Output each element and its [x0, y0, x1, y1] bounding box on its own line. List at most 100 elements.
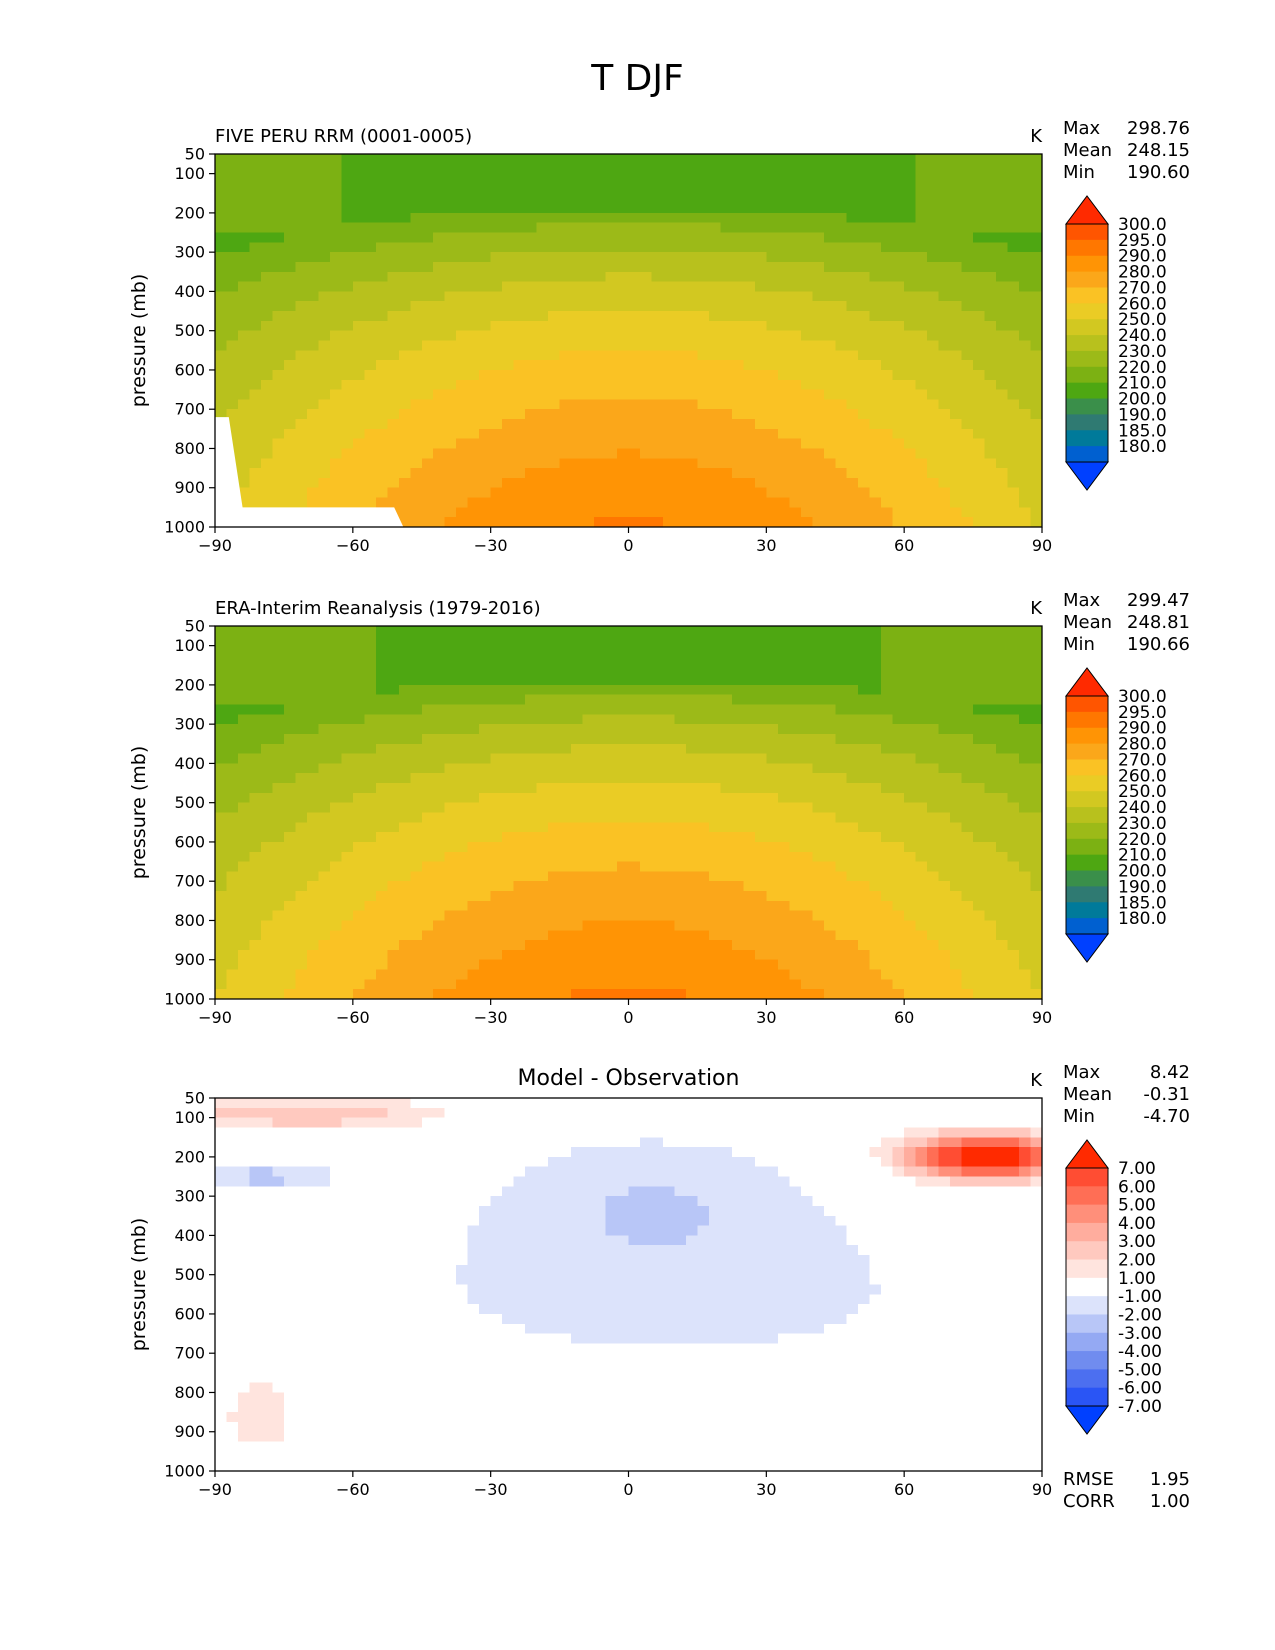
- contour-field: [215, 1098, 1043, 1472]
- y-tick-label: 400: [174, 1226, 205, 1245]
- colorbar-swatch: [1066, 1222, 1108, 1242]
- x-tick-label: −60: [336, 1008, 370, 1027]
- y-tick-label: 900: [174, 950, 205, 969]
- colorbar-swatch: [1066, 886, 1108, 903]
- colorbar-swatch: [1066, 239, 1108, 257]
- y-tick-label: 200: [174, 203, 205, 222]
- colorbar-label: 7.00: [1118, 1159, 1156, 1179]
- panel-title: FIVE PERU RRM (0001-0005): [215, 126, 472, 147]
- stat-label: CORR: [1063, 1491, 1115, 1512]
- colorbar-swatch: [1066, 287, 1108, 304]
- stat-value: 248.81: [1127, 612, 1190, 633]
- colorbar-swatch: [1066, 727, 1108, 745]
- colorbar-label: 6.00: [1118, 1177, 1156, 1197]
- y-tick-label: 500: [174, 321, 205, 340]
- stats-block: Max 299.47 Mean 248.81 Min 190.66: [1063, 590, 1190, 655]
- colorbar-extend-min: [1065, 933, 1109, 963]
- colorbar-swatch: [1066, 1387, 1108, 1407]
- colorbar-frame: [1065, 1167, 1109, 1407]
- x-tick-label: −30: [474, 1008, 508, 1027]
- y-tick-label: 600: [174, 360, 205, 379]
- stat-label: Mean: [1063, 140, 1112, 161]
- colorbar-swatch: [1066, 854, 1108, 872]
- colorbar-label: 200.0: [1118, 390, 1167, 410]
- colorbar-label: 240.0: [1118, 798, 1167, 818]
- colorbar-swatch: [1066, 350, 1108, 368]
- colorbar-swatch: [1066, 902, 1108, 919]
- stat-label: Max: [1063, 1062, 1101, 1083]
- contour-field: [215, 626, 1043, 1000]
- stat-label: Min: [1063, 634, 1095, 655]
- colorbar-swatch: [1066, 838, 1108, 856]
- y-tick-label: 900: [174, 1422, 205, 1441]
- y-tick-label: 700: [174, 1344, 205, 1363]
- stats-block: Max 8.42 Mean -0.31 Min -4.70 RMSE 1.95 CORR 1.00: [1063, 1062, 1190, 1512]
- y-tick-label: 500: [174, 793, 205, 812]
- y-tick-label: 600: [174, 1304, 205, 1323]
- colorbar-extend-min: [1065, 461, 1109, 491]
- colorbar-extend-max: [1065, 195, 1109, 225]
- x-tick-label: 0: [623, 1008, 633, 1027]
- colorbar-swatch: [1066, 1259, 1108, 1279]
- colorbar-swatch: [1066, 696, 1108, 713]
- colorbar-swatch: [1066, 1369, 1108, 1389]
- colorbar-label: 210.0: [1118, 374, 1167, 394]
- colorbar-label: 295.0: [1118, 703, 1167, 723]
- y-axis-label: pressure (mb): [128, 274, 150, 408]
- colorbar-label: 250.0: [1118, 782, 1167, 802]
- colorbar-swatch: [1066, 271, 1108, 288]
- stats-block: Max 298.76 Mean 248.15 Min 190.60: [1063, 118, 1190, 183]
- y-tick-label: 300: [174, 715, 205, 734]
- contour-field: [215, 154, 1043, 528]
- colorbar-label: -4.00: [1118, 1342, 1162, 1362]
- colorbar-swatch: [1066, 870, 1108, 887]
- colorbar-label: 290.0: [1118, 719, 1167, 739]
- x-tick-label: −60: [336, 1480, 370, 1499]
- stat-value: 298.76: [1127, 118, 1190, 139]
- x-tick-label: −60: [336, 536, 370, 555]
- y-axis-label: pressure (mb): [128, 1218, 150, 1352]
- x-tick-label: −90: [198, 1480, 232, 1499]
- colorbar-extend-min: [1065, 1405, 1109, 1435]
- colorbar-label: 220.0: [1118, 358, 1167, 378]
- stat-value: 248.15: [1127, 140, 1190, 161]
- colorbar-swatch: [1066, 807, 1108, 824]
- colorbar-swatch: [1066, 791, 1108, 808]
- colorbar-label: 1.00: [1118, 1269, 1156, 1289]
- stat-value: -4.70: [1143, 1106, 1190, 1127]
- colorbar-label: -3.00: [1118, 1324, 1162, 1344]
- stat-label: Max: [1063, 590, 1101, 611]
- colorbar-label: 2.00: [1118, 1251, 1156, 1271]
- x-axis: −90 −60 −30 0 30 60 90: [198, 527, 1052, 555]
- colorbar-label: 290.0: [1118, 247, 1167, 267]
- stat-value: 299.47: [1127, 590, 1190, 611]
- units-label: K: [1030, 598, 1043, 619]
- y-tick-label: 200: [174, 1147, 205, 1166]
- panel-title: Model - Observation: [518, 1066, 740, 1091]
- colorbar-label: 230.0: [1118, 814, 1167, 834]
- colorbar-swatch: [1066, 822, 1108, 840]
- y-tick-label: 800: [174, 439, 205, 458]
- colorbar-label: 190.0: [1118, 877, 1167, 897]
- colorbar-swatch: [1066, 319, 1108, 336]
- x-tick-label: 30: [756, 1008, 776, 1027]
- colorbar-swatch: [1066, 224, 1108, 241]
- colorbar-label: -1.00: [1118, 1287, 1162, 1307]
- y-tick-label: 100: [174, 164, 205, 183]
- stat-value: 190.66: [1127, 634, 1190, 655]
- colorbar-label: 190.0: [1118, 405, 1167, 425]
- y-tick-label: 500: [174, 1265, 205, 1284]
- x-tick-label: −90: [198, 1008, 232, 1027]
- y-tick-label: 800: [174, 1383, 205, 1402]
- colorbar-swatch: [1066, 1241, 1108, 1261]
- colorbar-swatch: [1066, 1351, 1108, 1370]
- colorbar-label: 280.0: [1118, 735, 1167, 755]
- stat-value: 1.00: [1150, 1491, 1190, 1512]
- panel-title: ERA-Interim Reanalysis (1979-2016): [215, 598, 541, 619]
- stat-label: Min: [1063, 162, 1095, 183]
- colorbar: 7.006.005.004.003.002.001.00-1.00-2.00-3…: [1065, 1139, 1162, 1435]
- y-tick-label: 900: [174, 478, 205, 497]
